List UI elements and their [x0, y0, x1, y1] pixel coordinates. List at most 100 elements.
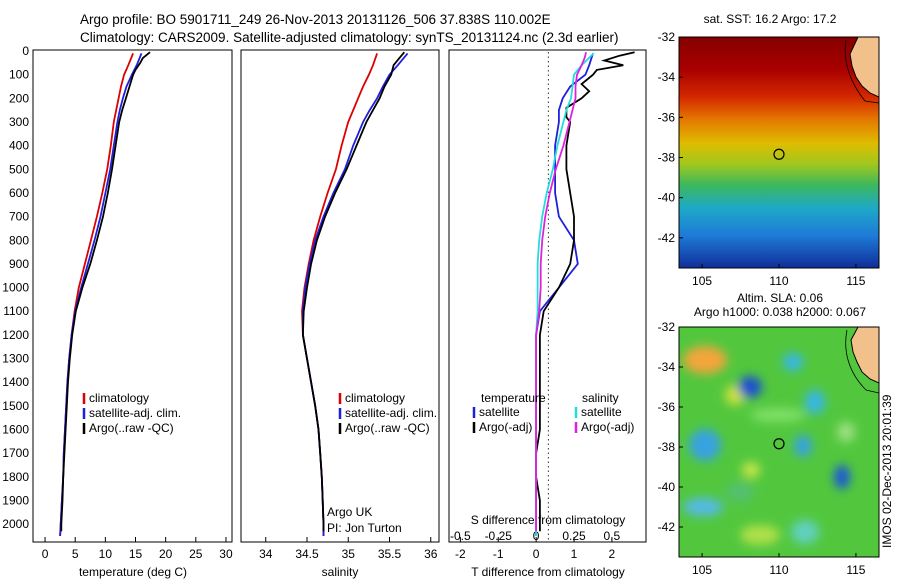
- depth-tick-label: 800: [9, 233, 29, 247]
- sst-argo-marker: [773, 148, 785, 160]
- legend-entry: Argo(..raw -QC): [89, 421, 174, 435]
- depth-tick-label: 100: [9, 68, 29, 82]
- lat-tick-label: -40: [658, 480, 676, 494]
- legend-entry: satellite: [581, 405, 622, 419]
- salinity-axes-frame: [240, 49, 440, 543]
- lat-tick-label: -32: [658, 320, 676, 334]
- depth-tick-label: 1100: [3, 304, 29, 318]
- header-line-2: Climatology: CARS2009. Satellite-adjuste…: [80, 30, 619, 45]
- s-difference-tick-label: 0.25: [562, 529, 586, 543]
- salinity-tick-label: 34: [259, 547, 273, 561]
- depth-tick-label: 600: [9, 186, 29, 200]
- lat-tick-label: -40: [658, 191, 676, 205]
- depth-tick-labels: 0 100 200 300 400 500 600 700 800 900 1000 1100 1200…: [2, 44, 29, 531]
- sla-argo-marker: [773, 438, 785, 450]
- salinity-tick-label: 35.5: [378, 547, 402, 561]
- temperature-xlabel: temperature (deg C): [79, 565, 187, 579]
- t-difference-tick-label: -1: [493, 547, 504, 561]
- depth-tick-label: 0: [22, 44, 29, 58]
- depth-tick-label: 200: [9, 91, 29, 105]
- sla-coast: [850, 327, 879, 384]
- salinity-satellite-difference-line: [535, 52, 595, 536]
- sla-map-title-1: Altim. SLA: 0.06: [737, 291, 823, 305]
- salinity-tick-label: 34.5: [295, 547, 319, 561]
- legend-title-salinity: salinity: [582, 391, 619, 405]
- difference-axes-frame: [448, 49, 647, 543]
- t-difference-tick-labels: -2 -1 0 1 2: [455, 537, 616, 561]
- lon-tick-label: 105: [692, 274, 712, 288]
- temperature-axes-frame: [32, 49, 233, 543]
- lon-tick-label: 110: [769, 563, 788, 577]
- legend-entry: climatology: [89, 391, 149, 405]
- temperature-argo-adj-difference-line: [535, 51, 635, 532]
- depth-tick-label: 1900: [2, 494, 29, 508]
- sst-map-panel: sat. SST: 16.2 Argo: 17.2 -32 -34 -36 -38 -4…: [658, 12, 880, 288]
- salinity-argo-adj-difference-line: [535, 51, 587, 532]
- depth-tick-label: 400: [9, 139, 29, 153]
- depth-tick-label: 1200: [2, 328, 29, 342]
- temperature-tick-label: 0: [42, 547, 49, 561]
- depth-tick-label: 900: [9, 257, 29, 271]
- legend-entry: Argo(..raw -QC): [345, 421, 430, 435]
- t-difference-xlabel: T difference from climatology: [471, 565, 625, 579]
- lat-tick-label: -34: [658, 70, 676, 84]
- sla-anomalies: [683, 346, 855, 545]
- temperature-climatology-line: [59, 53, 134, 537]
- lat-tick-label: -36: [658, 400, 676, 414]
- temperature-tick-label: 5: [72, 547, 79, 561]
- pi-annotation: PI: Jon Turton: [327, 521, 402, 535]
- temperature-tick-labels: 0 5 10 15 20 25 30: [42, 537, 233, 561]
- sst-contour: [844, 39, 879, 104]
- lat-tick-label: -38: [658, 440, 676, 454]
- salinity-tick-labels: 34 34.5 35 35.5 36: [259, 537, 438, 561]
- difference-profiles: [535, 51, 635, 536]
- depth-tick-label: 500: [9, 162, 29, 176]
- legend-title-temperature: temperature: [481, 391, 546, 405]
- temperature-tick-label: 25: [189, 547, 203, 561]
- s-difference-tick-label: 0.5: [604, 529, 621, 543]
- lat-tick-label: -42: [658, 520, 676, 534]
- lon-tick-label: 115: [846, 563, 865, 577]
- salinity-tick-label: 35: [342, 547, 356, 561]
- sla-map-title-2: Argo h1000: 0.038 h2000: 0.067: [694, 305, 866, 319]
- depth-tick-label: 1600: [2, 423, 29, 437]
- salinity-argo-raw-qc-line: [301, 51, 405, 532]
- temperature-tick-label: 20: [159, 547, 173, 561]
- depth-tick-label: 300: [9, 115, 29, 129]
- sst-lon-tick-labels: 105 110 115: [692, 264, 866, 288]
- sla-lat-tick-labels: -32 -34 -36 -38 -40 -42: [658, 320, 683, 534]
- legend-entry: Argo(-adj): [479, 420, 532, 434]
- s-difference-xlabel: S difference from climatology: [471, 513, 626, 527]
- depth-tick-label: 700: [9, 210, 29, 224]
- lat-tick-label: -38: [658, 151, 676, 165]
- salinity-satellite-adj-clim-line: [302, 52, 409, 536]
- salinity-tick-label: 36: [424, 547, 438, 561]
- temperature-tick-label: 15: [129, 547, 143, 561]
- imos-timestamp: IMOS 02-Dec-2013 20:01:39: [880, 394, 894, 548]
- t-difference-tick-label: -2: [455, 547, 466, 561]
- difference-legend: temperature salinitysatelliteArgo(-adj)sa…: [472, 391, 634, 434]
- depth-tick-label: 1000: [2, 281, 29, 295]
- header-line-1: Argo profile: BO 5901711_249 26-Nov-2013…: [80, 12, 551, 27]
- temperature-tick-label: 10: [99, 547, 113, 561]
- t-difference-tick-label: 2: [609, 547, 616, 561]
- depth-tick-label: 1700: [2, 446, 29, 460]
- s-difference-tick-label: -0.25: [485, 529, 513, 543]
- temperature-satellite-adj-clim-line: [59, 53, 143, 537]
- lat-tick-label: -42: [658, 231, 676, 245]
- salinity-panel: 34 34.5 35 35.5 36 salinity climatologysatel…: [240, 49, 440, 579]
- lon-tick-label: 110: [769, 274, 788, 288]
- temperature-satellite-difference-line: [535, 53, 594, 536]
- depth-tick-label: 2000: [2, 517, 29, 531]
- salinity-profiles: [301, 51, 409, 536]
- temperature-tick-label: 30: [219, 547, 233, 561]
- argo-uk-annotation: Argo UK: [327, 505, 372, 519]
- salinity-climatology-line: [301, 53, 378, 536]
- lat-tick-label: -36: [658, 110, 676, 124]
- t-difference-tick-label: 1: [571, 547, 578, 561]
- sla-contour: [845, 329, 879, 394]
- legend-entry: climatology: [345, 391, 405, 405]
